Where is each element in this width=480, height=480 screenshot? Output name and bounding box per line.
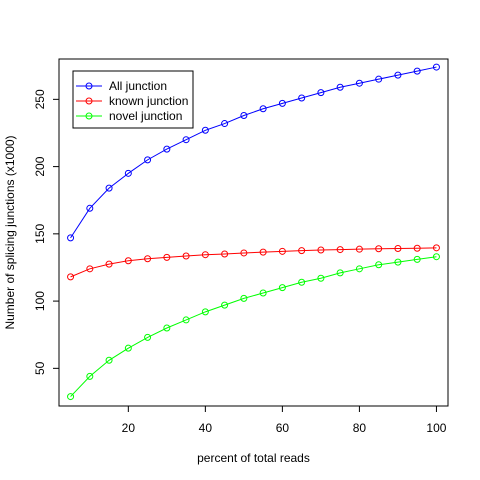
y-tick-label: 100 <box>33 291 47 311</box>
data-point <box>432 244 440 252</box>
data-point <box>375 245 383 253</box>
x-axis-label: percent of total reads <box>197 451 310 465</box>
y-tick-label: 50 <box>33 361 47 375</box>
y-axis: 50 100 150 200 250 <box>33 89 59 375</box>
plot-frame <box>58 58 449 407</box>
data-point <box>355 265 363 273</box>
data-point <box>278 99 286 107</box>
data-point <box>240 111 248 119</box>
data-point <box>124 169 132 177</box>
data-point <box>394 245 402 253</box>
data-point <box>317 274 325 282</box>
data-point <box>221 301 229 309</box>
data-point <box>201 126 209 134</box>
data-point <box>67 273 75 281</box>
data-point <box>124 344 132 352</box>
data-point <box>413 244 421 252</box>
data-point <box>67 234 75 242</box>
data-point <box>413 67 421 75</box>
legend-item: known junction <box>76 94 188 108</box>
data-point <box>394 258 402 266</box>
data-point <box>298 278 306 286</box>
legend-item: All junction <box>76 79 167 93</box>
legend-label: known junction <box>109 94 188 108</box>
data-point <box>259 289 267 297</box>
data-point <box>67 393 75 401</box>
data-point <box>278 284 286 292</box>
data-point <box>221 250 229 258</box>
data-point <box>86 265 94 273</box>
data-point <box>86 372 94 380</box>
data-point <box>413 255 421 263</box>
series-0 <box>67 63 440 242</box>
data-point <box>201 251 209 259</box>
data-point <box>124 257 132 265</box>
data-point <box>259 105 267 113</box>
data-point <box>105 184 113 192</box>
x-tick-label: 100 <box>426 421 446 435</box>
data-point <box>432 63 440 71</box>
data-point <box>182 136 190 144</box>
data-point <box>163 324 171 332</box>
data-point <box>240 249 248 257</box>
legend-marker <box>85 97 93 105</box>
data-point <box>375 75 383 83</box>
data-point <box>144 156 152 164</box>
x-tick-label: 20 <box>122 421 136 435</box>
data-point <box>336 83 344 91</box>
data-point <box>355 245 363 253</box>
series-line <box>70 256 437 397</box>
y-tick-label: 150 <box>33 224 47 244</box>
data-point <box>105 356 113 364</box>
data-point <box>394 71 402 79</box>
x-tick-label: 80 <box>353 421 367 435</box>
x-axis: 20 40 60 80 100 <box>122 406 447 435</box>
legend-label: novel junction <box>109 109 182 123</box>
data-point <box>182 316 190 324</box>
data-point <box>375 261 383 269</box>
series-2 <box>67 253 440 401</box>
y-axis-label: Number of splicing junctions (x1000) <box>3 135 17 329</box>
data-point <box>105 260 113 268</box>
legend-label: All junction <box>109 79 167 93</box>
legend-box <box>72 70 194 129</box>
data-point <box>201 308 209 316</box>
data-point <box>336 246 344 254</box>
data-point <box>144 255 152 263</box>
data-point <box>240 294 248 302</box>
legend-marker <box>85 82 93 90</box>
data-point <box>259 248 267 256</box>
data-point <box>355 79 363 87</box>
x-tick-label: 60 <box>276 421 290 435</box>
data-point <box>163 145 171 153</box>
series-layer <box>67 63 440 401</box>
data-point <box>298 94 306 102</box>
data-point <box>278 247 286 255</box>
x-tick-label: 40 <box>199 421 213 435</box>
data-point <box>163 253 171 261</box>
data-point <box>144 333 152 341</box>
data-point <box>221 120 229 128</box>
data-point <box>86 204 94 212</box>
data-point <box>317 89 325 97</box>
data-point <box>182 252 190 260</box>
data-point <box>336 269 344 277</box>
data-point <box>298 247 306 255</box>
series-1 <box>67 244 440 281</box>
legend-marker <box>85 112 93 120</box>
y-tick-label: 200 <box>33 156 47 176</box>
data-point <box>432 253 440 261</box>
legend-item: novel junction <box>76 109 182 123</box>
y-tick-label: 250 <box>33 89 47 109</box>
data-point <box>317 246 325 254</box>
